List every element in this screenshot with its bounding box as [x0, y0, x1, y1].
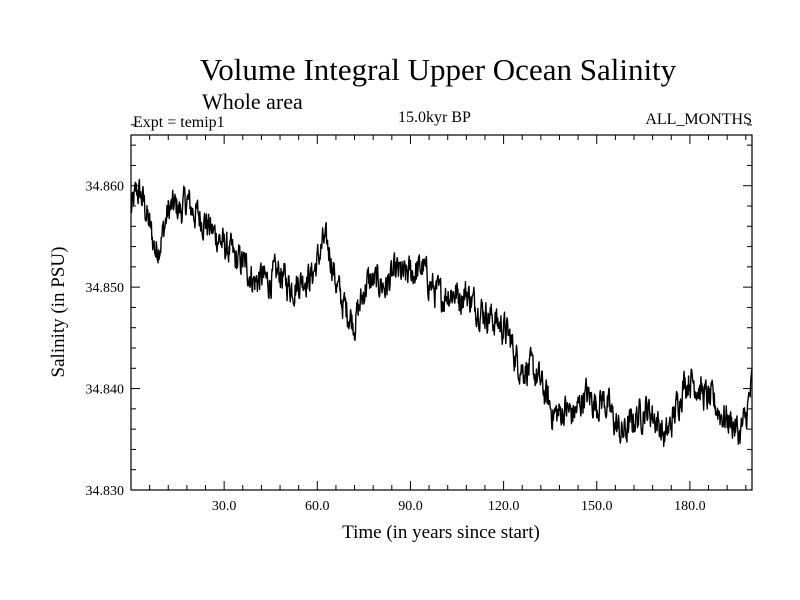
x-tick-labels: 30.0 60.0 90.0 120.0 150.0 180.0 [212, 499, 706, 514]
chart-subtitle: Whole area [202, 89, 303, 114]
plot-frame [130, 134, 753, 491]
y-tick-label: 34.850 [86, 281, 125, 296]
y-tick-labels: 34.830 34.840 34.850 34.860 [86, 180, 125, 499]
months-label: ALL_MONTHS [645, 111, 752, 128]
y-tick-label: 34.840 [86, 383, 125, 398]
x-tick-label: 30.0 [212, 499, 237, 514]
x-tick-label: 90.0 [398, 499, 423, 514]
salinity-series-line [130, 178, 753, 448]
experiment-label: Expt = temip1 [133, 114, 225, 131]
x-axis-label: Time (in years since start) [342, 522, 540, 543]
y-axis-label: Salinity (in PSU) [48, 247, 69, 378]
period-label: 15.0kyr BP [398, 109, 471, 126]
axis-ticks [130, 124, 752, 491]
x-tick-label: 150.0 [581, 499, 613, 514]
chart-title: Volume Integral Upper Ocean Salinity [199, 52, 677, 87]
y-tick-label: 34.860 [86, 180, 125, 195]
x-tick-label: 60.0 [305, 499, 330, 514]
y-tick-label: 34.830 [86, 484, 125, 499]
x-tick-label: 120.0 [488, 499, 520, 514]
x-tick-label: 180.0 [674, 499, 706, 514]
